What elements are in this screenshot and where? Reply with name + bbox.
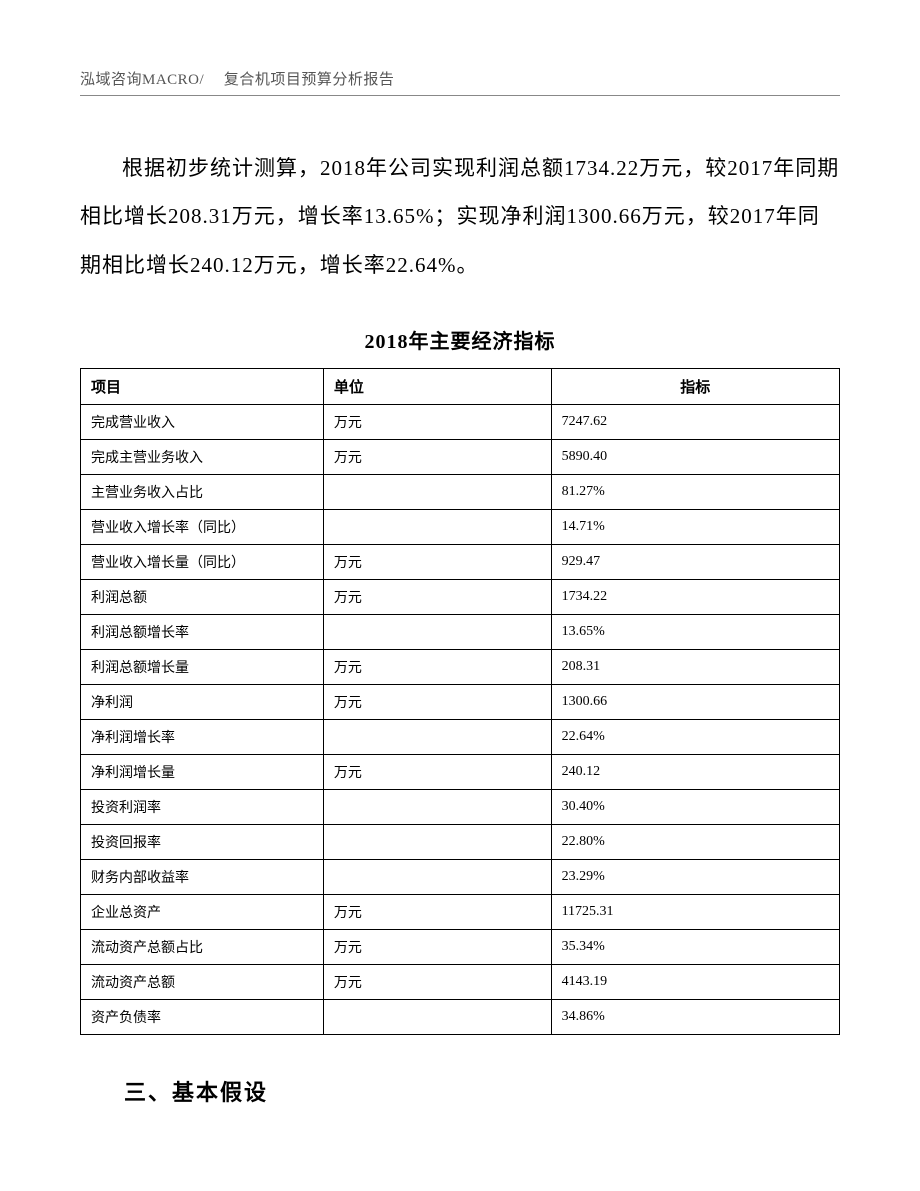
cell-unit: 万元 <box>323 964 551 999</box>
table-row: 流动资产总额占比万元35.34% <box>81 929 840 964</box>
cell-item: 完成主营业务收入 <box>81 439 324 474</box>
cell-unit: 万元 <box>323 894 551 929</box>
cell-unit <box>323 859 551 894</box>
cell-value: 34.86% <box>551 999 839 1034</box>
cell-value: 4143.19 <box>551 964 839 999</box>
cell-item: 净利润增长率 <box>81 719 324 754</box>
cell-value: 23.29% <box>551 859 839 894</box>
cell-unit <box>323 509 551 544</box>
cell-unit: 万元 <box>323 649 551 684</box>
cell-value: 14.71% <box>551 509 839 544</box>
cell-item: 利润总额增长量 <box>81 649 324 684</box>
cell-item: 净利润增长量 <box>81 754 324 789</box>
table-row: 净利润增长率 22.64% <box>81 719 840 754</box>
table-row: 利润总额增长率 13.65% <box>81 614 840 649</box>
cell-value: 1300.66 <box>551 684 839 719</box>
cell-item: 流动资产总额占比 <box>81 929 324 964</box>
table-row: 企业总资产万元11725.31 <box>81 894 840 929</box>
section-heading: 三、基本假设 <box>80 1075 840 1107</box>
cell-value: 30.40% <box>551 789 839 824</box>
cell-item: 资产负债率 <box>81 999 324 1034</box>
cell-value: 7247.62 <box>551 404 839 439</box>
cell-value: 929.47 <box>551 544 839 579</box>
cell-item: 利润总额 <box>81 579 324 614</box>
cell-unit: 万元 <box>323 929 551 964</box>
table-row: 投资利润率 30.40% <box>81 789 840 824</box>
table-row: 完成营业收入万元7247.62 <box>81 404 840 439</box>
table-row: 财务内部收益率 23.29% <box>81 859 840 894</box>
table-row: 营业收入增长率（同比） 14.71% <box>81 509 840 544</box>
cell-item: 净利润 <box>81 684 324 719</box>
table-row: 营业收入增长量（同比）万元929.47 <box>81 544 840 579</box>
cell-unit: 万元 <box>323 754 551 789</box>
cell-value: 22.80% <box>551 824 839 859</box>
table-header-row: 项目 单位 指标 <box>81 368 840 404</box>
cell-value: 22.64% <box>551 719 839 754</box>
cell-value: 11725.31 <box>551 894 839 929</box>
cell-unit <box>323 614 551 649</box>
cell-item: 流动资产总额 <box>81 964 324 999</box>
cell-item: 营业收入增长量（同比） <box>81 544 324 579</box>
cell-item: 投资利润率 <box>81 789 324 824</box>
cell-unit <box>323 719 551 754</box>
cell-item: 完成营业收入 <box>81 404 324 439</box>
cell-item: 企业总资产 <box>81 894 324 929</box>
table-row: 净利润增长量万元240.12 <box>81 754 840 789</box>
cell-item: 主营业务收入占比 <box>81 474 324 509</box>
cell-unit <box>323 824 551 859</box>
cell-item: 财务内部收益率 <box>81 859 324 894</box>
body-paragraph: 根据初步统计测算，2018年公司实现利润总额1734.22万元，较2017年同期… <box>80 144 840 289</box>
cell-value: 1734.22 <box>551 579 839 614</box>
table-row: 利润总额增长量万元208.31 <box>81 649 840 684</box>
cell-unit <box>323 999 551 1034</box>
header-divider <box>80 95 840 96</box>
col-header-item: 项目 <box>81 368 324 404</box>
cell-item: 营业收入增长率（同比） <box>81 509 324 544</box>
cell-unit: 万元 <box>323 684 551 719</box>
cell-unit: 万元 <box>323 439 551 474</box>
col-header-unit: 单位 <box>323 368 551 404</box>
table-row: 利润总额万元1734.22 <box>81 579 840 614</box>
cell-unit: 万元 <box>323 579 551 614</box>
cell-value: 5890.40 <box>551 439 839 474</box>
table-title: 2018年主要经济指标 <box>80 325 840 354</box>
cell-value: 13.65% <box>551 614 839 649</box>
cell-value: 208.31 <box>551 649 839 684</box>
cell-unit: 万元 <box>323 404 551 439</box>
cell-unit <box>323 474 551 509</box>
cell-unit <box>323 789 551 824</box>
table-row: 完成主营业务收入万元5890.40 <box>81 439 840 474</box>
cell-value: 81.27% <box>551 474 839 509</box>
page-header: 泓域咨询MACRO/ 复合机项目预算分析报告 <box>80 68 840 89</box>
cell-unit: 万元 <box>323 544 551 579</box>
cell-item: 投资回报率 <box>81 824 324 859</box>
table-row: 净利润万元1300.66 <box>81 684 840 719</box>
economic-indicators-table: 项目 单位 指标 完成营业收入万元7247.62 完成主营业务收入万元5890.… <box>80 368 840 1035</box>
cell-value: 35.34% <box>551 929 839 964</box>
table-body: 完成营业收入万元7247.62 完成主营业务收入万元5890.40 主营业务收入… <box>81 404 840 1034</box>
table-row: 流动资产总额万元4143.19 <box>81 964 840 999</box>
table-row: 资产负债率 34.86% <box>81 999 840 1034</box>
col-header-value: 指标 <box>551 368 839 404</box>
table-row: 主营业务收入占比 81.27% <box>81 474 840 509</box>
cell-value: 240.12 <box>551 754 839 789</box>
table-row: 投资回报率 22.80% <box>81 824 840 859</box>
cell-item: 利润总额增长率 <box>81 614 324 649</box>
